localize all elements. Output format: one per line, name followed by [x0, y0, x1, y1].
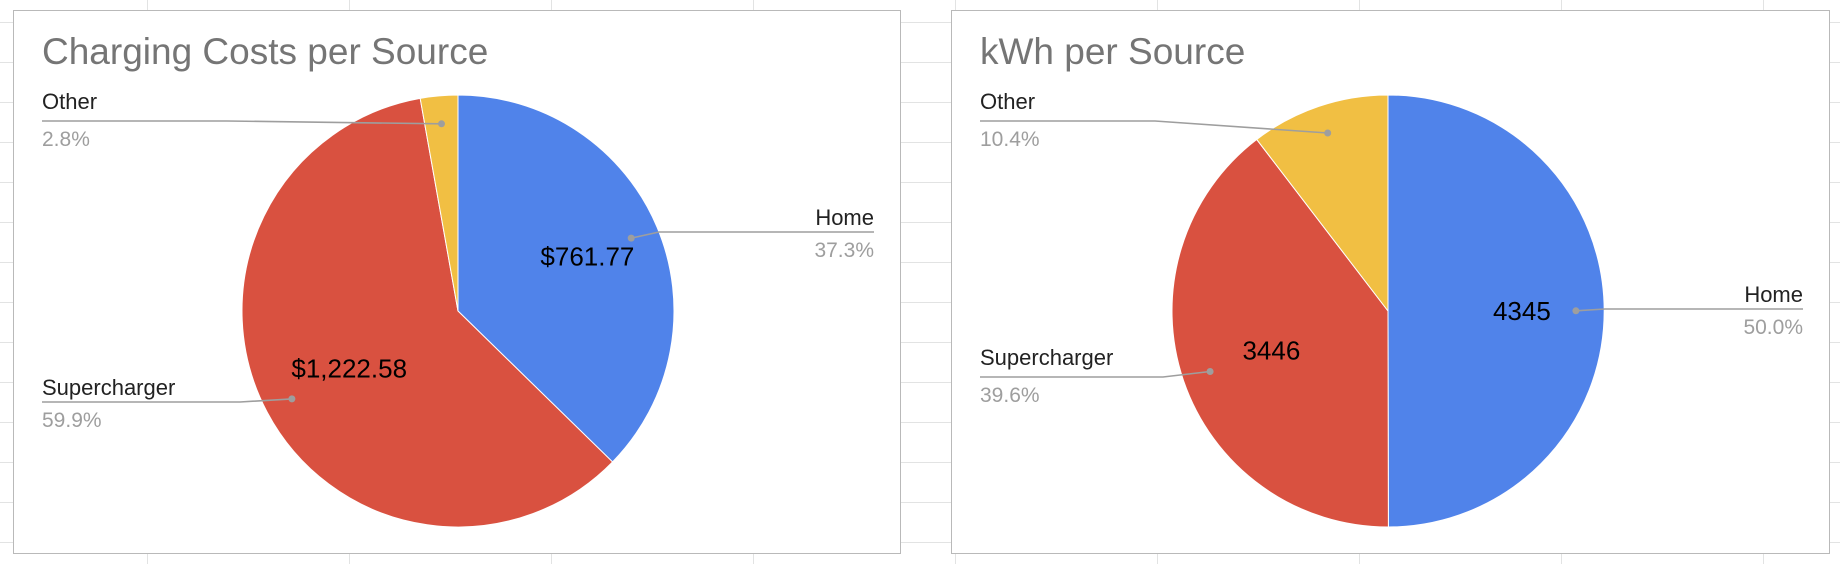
leader-line-home [631, 231, 874, 239]
slice-percent-supercharger: 59.9% [42, 409, 102, 432]
leader-dot-other [1324, 129, 1332, 137]
leader-line-supercharger [980, 370, 1211, 378]
pie-slice-supercharger[interactable] [241, 97, 614, 528]
chart-charging-costs[interactable]: Charging Costs per Source Home 37.3% $761.… [13, 10, 901, 554]
slice-label-home: Home [815, 205, 874, 230]
slice-value-home: 4345 [1493, 296, 1551, 326]
pie-chart-charging-costs: Home 37.3% $761.77 Supercharger 59.9% $1,222.… [42, 89, 874, 528]
pie-slice-other[interactable] [1256, 94, 1389, 313]
leader-dot-home [627, 234, 635, 242]
slice-value-home: $761.77 [540, 242, 634, 272]
leader-line-other [42, 120, 442, 125]
leader-line-other [980, 120, 1328, 134]
slice-value-supercharger: $1,222.58 [291, 354, 407, 384]
slice-label-other: Other [42, 89, 97, 114]
leader-line-home [1575, 308, 1803, 312]
leader-dot-supercharger [1206, 368, 1214, 375]
pie-slice-other[interactable] [419, 94, 459, 312]
slice-value-supercharger: 3446 [1242, 336, 1300, 366]
leader-dot-other [438, 120, 445, 128]
slice-label-supercharger: Supercharger [980, 345, 1113, 370]
slice-label-supercharger: Supercharger [42, 375, 175, 400]
leader-line-supercharger [42, 398, 292, 403]
pie-slice-supercharger[interactable] [1171, 138, 1389, 528]
chart-title: Charging Costs per Source [42, 31, 489, 72]
leader-dot-supercharger [288, 395, 296, 403]
slice-percent-supercharger: 39.6% [980, 384, 1040, 407]
leader-dot-home [1572, 307, 1580, 315]
slice-percent-home: 37.3% [814, 239, 874, 262]
slice-label-home: Home [1744, 282, 1803, 307]
pie-chart-kwh: Home 50.0% 4345 Supercharger 39.6% 3446 Other 1… [980, 89, 1803, 528]
slice-percent-home: 50.0% [1743, 316, 1803, 339]
slice-percent-other: 2.8% [42, 128, 90, 151]
chart-kwh[interactable]: kWh per Source Home 50.0% 4345 Supercharger… [951, 10, 1830, 554]
pie-slice-home[interactable] [1387, 94, 1605, 528]
slice-label-other: Other [980, 89, 1035, 114]
slice-percent-other: 10.4% [980, 128, 1040, 151]
pie-slice-home[interactable] [457, 94, 675, 463]
chart-title: kWh per Source [980, 31, 1246, 72]
